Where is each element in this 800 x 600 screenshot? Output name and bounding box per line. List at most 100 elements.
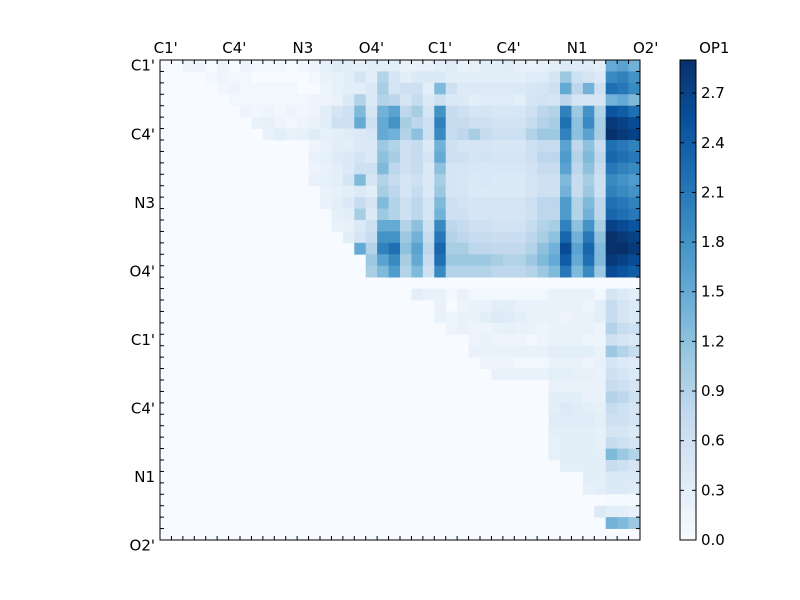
heatmap-cell xyxy=(582,254,595,267)
heatmap-cell xyxy=(502,231,515,244)
heatmap-cell xyxy=(434,128,447,141)
heatmap-cell xyxy=(365,105,378,118)
heatmap-cell xyxy=(617,60,629,72)
heatmap-cell xyxy=(617,140,629,152)
heatmap-cell xyxy=(342,117,355,129)
heatmap-cell xyxy=(571,322,584,335)
heatmap-cell xyxy=(582,94,595,107)
heatmap-cell xyxy=(422,185,435,198)
heatmap-cell xyxy=(502,117,515,129)
heatmap-cell xyxy=(468,185,481,198)
heatmap-cell xyxy=(605,231,618,244)
heatmap-cell xyxy=(628,151,641,164)
heatmap-cell xyxy=(445,265,458,278)
heatmap-cell xyxy=(594,174,607,187)
heatmap-cell xyxy=(548,448,561,461)
heatmap-cell xyxy=(605,140,618,152)
heatmap-cell xyxy=(354,231,367,244)
heatmap-cell xyxy=(400,185,412,198)
heatmap-cell xyxy=(411,162,424,175)
heatmap-cell xyxy=(354,82,367,95)
heatmap-cell xyxy=(594,242,607,255)
heatmap-cell xyxy=(377,254,389,267)
heatmap-cell xyxy=(605,254,618,267)
heatmap-cell xyxy=(502,311,515,324)
heatmap-cell xyxy=(491,208,504,221)
heatmap-cell xyxy=(514,311,527,324)
heatmap-cell xyxy=(411,288,424,301)
heatmap-cell xyxy=(582,300,595,312)
heatmap-cell xyxy=(457,151,469,164)
heatmap-cell xyxy=(502,322,515,335)
heatmap-cell xyxy=(617,437,629,449)
heatmap-cell xyxy=(628,117,641,129)
heatmap-cell xyxy=(514,94,527,107)
colorbar-tick-label: 1.5 xyxy=(701,283,725,301)
heatmap-cell xyxy=(628,128,641,141)
heatmap-cell xyxy=(491,140,504,152)
heatmap-cell xyxy=(514,82,527,95)
heatmap-cell xyxy=(571,265,584,278)
heatmap-cell xyxy=(342,82,355,95)
heatmap-cell xyxy=(468,197,481,209)
heatmap-cell xyxy=(537,322,549,335)
heatmap-cell xyxy=(480,208,492,221)
heatmap-cell xyxy=(331,94,344,107)
heatmap-cell xyxy=(548,185,561,198)
heatmap-cell xyxy=(365,220,378,232)
heatmap-cell xyxy=(502,368,515,381)
y-tick-label: C4' xyxy=(131,125,155,143)
heatmap-cell xyxy=(617,380,629,392)
heatmap-cell xyxy=(594,265,607,278)
y-tick-label: C1' xyxy=(131,331,155,349)
heatmap-cell xyxy=(537,300,549,312)
heatmap-cell xyxy=(525,220,538,232)
heatmap-cell xyxy=(468,208,481,221)
heatmap-cell xyxy=(320,117,332,129)
heatmap-cell xyxy=(628,105,641,118)
heatmap-cell xyxy=(434,288,447,301)
heatmap-cell xyxy=(594,311,607,324)
heatmap-cell xyxy=(560,391,572,404)
heatmap-cell xyxy=(422,94,435,107)
heatmap-cell xyxy=(468,128,481,141)
heatmap-cell xyxy=(377,208,389,221)
colorbar-tick-label: 0.6 xyxy=(701,432,725,450)
heatmap-cell xyxy=(502,174,515,187)
heatmap-cell xyxy=(388,82,401,95)
heatmap-cell xyxy=(388,151,401,164)
heatmap-cell xyxy=(411,254,424,267)
heatmap-cell xyxy=(354,242,367,255)
heatmap-cell xyxy=(342,162,355,175)
colorbar-tick-label: 2.4 xyxy=(701,134,725,152)
heatmap-cell xyxy=(628,300,641,312)
heatmap-cell xyxy=(445,208,458,221)
heatmap-cell xyxy=(582,185,595,198)
heatmap-cell xyxy=(434,208,447,221)
heatmap-cell xyxy=(468,140,481,152)
heatmap-cell xyxy=(605,334,618,347)
heatmap-cell xyxy=(445,311,458,324)
heatmap-cell xyxy=(388,242,401,255)
heatmap-cell xyxy=(617,82,629,95)
heatmap-cell xyxy=(457,208,469,221)
heatmap-cell xyxy=(537,254,549,267)
heatmap-cell xyxy=(548,220,561,232)
heatmap-cell xyxy=(422,231,435,244)
heatmap-cell xyxy=(365,197,378,209)
heatmap-cells xyxy=(182,60,641,529)
heatmap-cell xyxy=(388,208,401,221)
heatmap-cell xyxy=(617,117,629,129)
heatmap-cell xyxy=(388,105,401,118)
heatmap-cell xyxy=(457,322,469,335)
heatmap-cell xyxy=(445,288,458,301)
heatmap-cell xyxy=(480,220,492,232)
heatmap-cell xyxy=(308,117,321,129)
heatmap-cell xyxy=(605,117,618,129)
heatmap-cell xyxy=(571,162,584,175)
heatmap-cell xyxy=(377,60,389,72)
heatmap-cell xyxy=(434,197,447,209)
heatmap-cell xyxy=(320,174,332,187)
x-tick-label: OP1 xyxy=(699,39,729,57)
